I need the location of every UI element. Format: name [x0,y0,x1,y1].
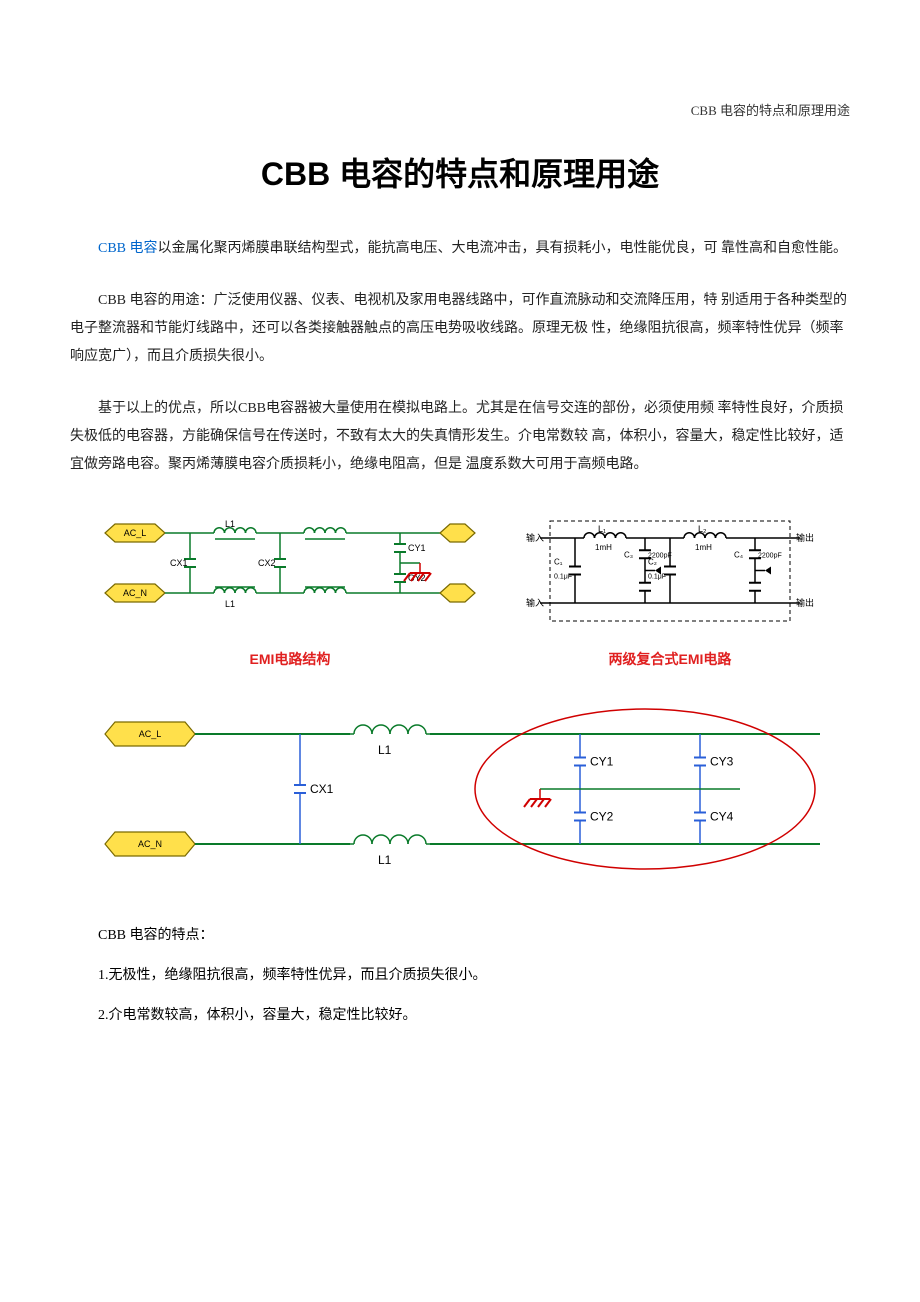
svg-text:C₁: C₁ [554,558,563,567]
svg-text:CY3: CY3 [710,755,734,769]
svg-text:L₂: L₂ [698,524,707,534]
cbb-link[interactable]: CBB 电容 [98,241,158,256]
diagram-cy-network: AC_L AC_N L1 L1 CX1 CY1 CY2 CY3 CY4 [100,694,820,884]
svg-text:CY4: CY4 [710,810,734,824]
svg-text:2200pF: 2200pF [758,552,782,559]
svg-text:CY1: CY1 [408,543,426,553]
svg-text:2200pF: 2200pF [648,552,672,559]
svg-text:1mH: 1mH [695,543,712,552]
diagram2-caption: 两级复合式EMI电路 [520,649,820,669]
paragraph-1: CBB 电容以金属化聚丙烯膜串联结构型式，能抗高电压、大电流冲击，具有损耗小，电… [70,235,850,263]
svg-text:AC_N: AC_N [138,839,162,849]
features-heading: CBB 电容的特点： [70,924,850,944]
svg-text:CX1: CX1 [310,782,334,796]
figure-area: AC_LAC_NL1L1CX1CX2CY1CY2 EMI电路结构 输入输入输出输… [100,503,820,884]
diagram-two-stage-emi: 输入输入输出输出L₁1mHL₂1mHC₁0.1μFC₂0.1μFC₃2200pF… [520,503,820,669]
svg-text:AC_N: AC_N [123,588,147,598]
svg-text:1mH: 1mH [595,543,612,552]
svg-text:AC_L: AC_L [124,528,147,538]
diagram-emi-structure: AC_LAC_NL1L1CX1CX2CY1CY2 EMI电路结构 [100,503,480,669]
svg-text:0.1μF: 0.1μF [554,574,572,581]
svg-text:CX2: CX2 [258,558,276,568]
svg-text:L₁: L₁ [598,524,606,534]
svg-text:0.1μF: 0.1μF [648,574,666,581]
running-header: CBB 电容的特点和原理用途 [70,100,850,119]
paragraph-3: 基于以上的优点，所以CBB电容器被大量使用在模拟电路上。尤其是在信号交连的部份，… [70,395,850,479]
paragraph-1-rest: 以金属化聚丙烯膜串联结构型式，能抗高电压、大电流冲击，具有损耗小，电性能优良，可… [158,241,848,256]
diagram1-caption: EMI电路结构 [100,649,480,669]
svg-text:L1: L1 [378,743,392,757]
feature-2: 2.介电常数较高，体积小，容量大，稳定性比较好。 [70,1004,850,1024]
page-title: CBB 电容的特点和原理用途 [70,149,850,195]
svg-text:CY1: CY1 [590,755,614,769]
svg-text:CY2: CY2 [590,810,614,824]
svg-text:CX1: CX1 [170,558,188,568]
svg-text:AC_L: AC_L [139,729,162,739]
paragraph-2: CBB 电容的用途：广泛使用仪器、仪表、电视机及家用电器线路中，可作直流脉动和交… [70,287,850,371]
svg-text:L1: L1 [378,853,392,867]
svg-text:C₃: C₃ [624,550,633,559]
svg-text:L1: L1 [225,519,235,529]
svg-text:C₄: C₄ [734,550,743,559]
feature-1: 1.无极性，绝缘阻抗很高，频率特性优异，而且介质损失很小。 [70,964,850,984]
svg-text:L1: L1 [225,599,235,609]
